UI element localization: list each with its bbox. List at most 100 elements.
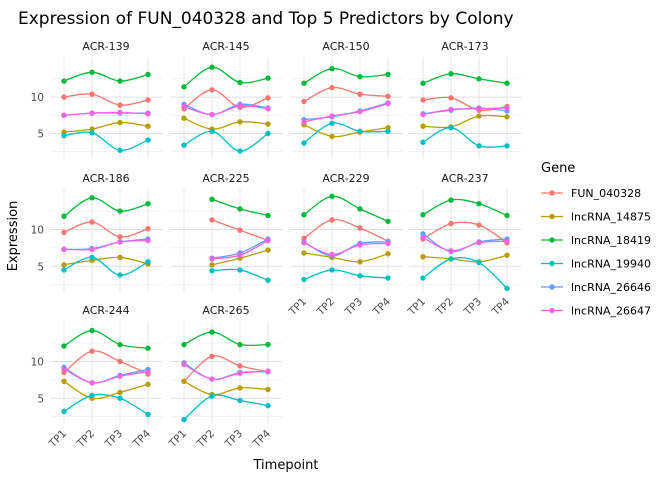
x-tick-label: TP1 — [166, 428, 189, 451]
data-point — [301, 140, 307, 146]
legend-item: lncRNA_19940 — [541, 258, 651, 271]
series-line — [422, 114, 508, 129]
data-point — [237, 397, 243, 404]
data-point — [357, 206, 363, 212]
series-line — [63, 256, 149, 276]
data-point — [265, 106, 271, 112]
facet-panel: ACR-186 5 10 — [31, 172, 162, 292]
data-point — [420, 253, 426, 260]
data-point — [301, 80, 307, 86]
data-point — [329, 133, 335, 140]
series-line — [183, 103, 269, 116]
series-line — [63, 71, 149, 82]
series-line — [303, 242, 389, 256]
data-point — [145, 259, 151, 265]
data-point — [448, 248, 454, 254]
data-point — [420, 275, 426, 281]
series-line — [183, 331, 269, 347]
data-point — [209, 329, 215, 335]
facet-strip-label: ACR-150 — [322, 40, 369, 53]
data-point — [145, 411, 151, 418]
series-line — [422, 256, 508, 289]
data-point — [265, 277, 271, 283]
data-point — [117, 389, 123, 396]
data-point — [181, 103, 187, 110]
series-line — [63, 221, 149, 238]
data-point — [357, 225, 363, 231]
data-point — [265, 402, 271, 409]
series-line — [422, 221, 508, 244]
data-point — [89, 91, 95, 97]
series-line — [422, 236, 508, 252]
data-point — [357, 73, 363, 80]
data-point — [329, 193, 335, 200]
data-point — [237, 341, 243, 348]
x-tick-label: TP2 — [194, 428, 217, 451]
legend-key-point — [549, 284, 555, 290]
data-point — [117, 78, 123, 84]
data-point — [209, 217, 215, 223]
data-point — [329, 113, 335, 119]
data-point — [117, 119, 123, 126]
legend-item: lncRNA_18419 — [541, 234, 651, 247]
facet-panel: ACR-139 5 10 — [31, 40, 162, 159]
data-point — [237, 79, 243, 86]
series-line — [422, 254, 508, 263]
data-point — [504, 238, 510, 244]
data-point — [89, 69, 95, 76]
data-point — [301, 250, 307, 256]
series-line — [303, 122, 389, 144]
data-point — [476, 222, 482, 228]
series-line — [63, 329, 149, 349]
series-line — [183, 380, 269, 396]
data-point — [237, 148, 243, 154]
data-point — [385, 71, 391, 78]
series-line — [303, 269, 389, 281]
data-point — [209, 256, 215, 262]
data-point — [237, 370, 243, 376]
series-line — [183, 104, 269, 116]
series-line — [63, 239, 149, 251]
data-point — [265, 237, 271, 244]
x-tick-label: TP2 — [74, 428, 97, 451]
data-point — [448, 197, 454, 203]
data-point — [237, 206, 243, 212]
data-point — [476, 201, 482, 207]
data-point — [145, 137, 151, 143]
data-point — [329, 84, 335, 91]
data-point — [145, 201, 151, 207]
data-point — [237, 119, 243, 125]
data-point — [237, 267, 243, 273]
data-point — [209, 87, 215, 93]
data-point — [209, 376, 215, 382]
data-point — [504, 80, 510, 86]
data-point — [209, 128, 215, 135]
data-point — [265, 75, 271, 81]
data-point — [265, 130, 271, 137]
series-line — [63, 368, 149, 384]
facet-panel: ACR-145 — [170, 40, 282, 159]
data-point — [329, 65, 335, 72]
legend-label: lncRNA_19940 — [571, 258, 651, 271]
data-point — [145, 381, 151, 387]
x-tick-label: TP3 — [342, 296, 365, 319]
data-point — [357, 242, 363, 248]
data-point — [209, 64, 215, 70]
legend-item: lncRNA_14875 — [541, 211, 651, 224]
legend-key-point — [549, 213, 555, 220]
series-line — [422, 198, 508, 217]
x-tick-label: TP4 — [489, 295, 512, 318]
series-line — [303, 86, 389, 103]
data-point — [265, 247, 271, 253]
facet-panel: ACR-229 TP1 TP2 TP3 TP4 — [286, 172, 402, 319]
data-point — [237, 252, 243, 258]
legend-label: lncRNA_14875 — [571, 211, 651, 224]
data-point — [181, 84, 187, 90]
legend-key-point — [549, 307, 555, 314]
series-line — [183, 117, 269, 130]
data-point — [385, 275, 391, 281]
data-point — [61, 229, 67, 236]
facet-strip-label: ACR-265 — [202, 304, 249, 317]
legend-label: FUN_040328 — [571, 187, 641, 200]
